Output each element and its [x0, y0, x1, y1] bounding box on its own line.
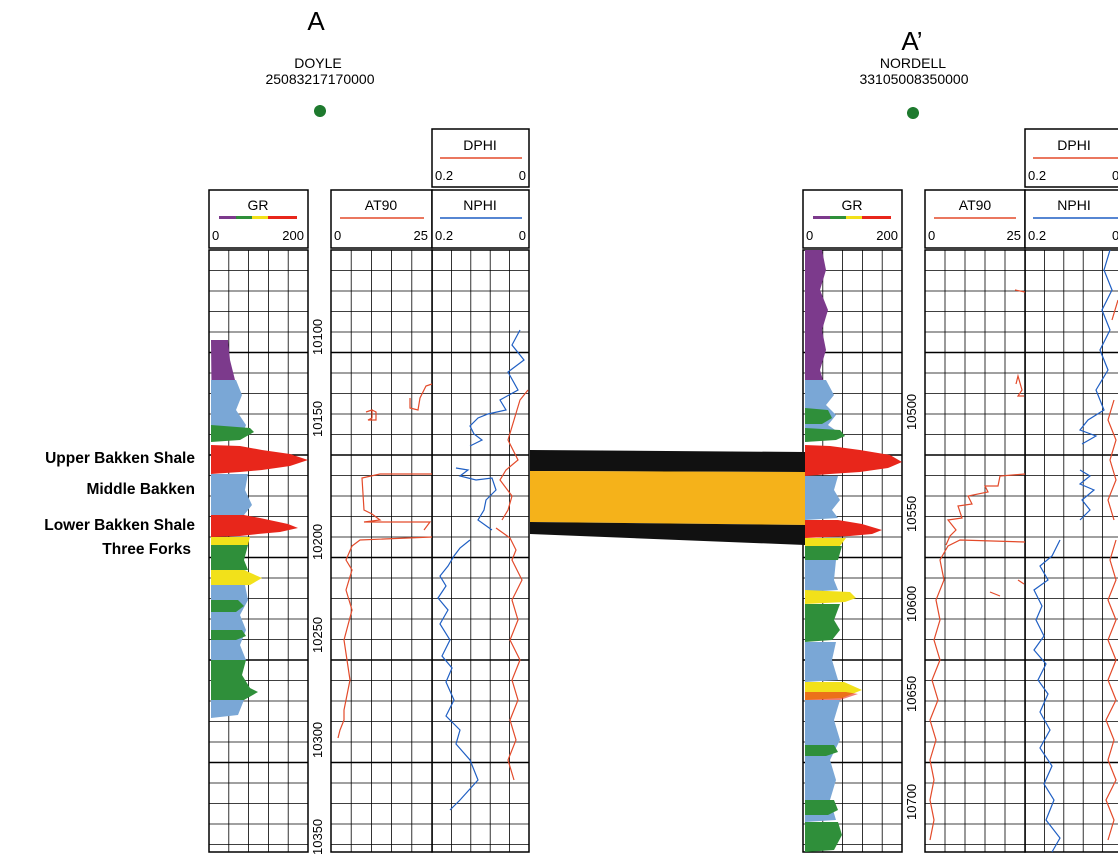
correlation-band-upper-bakken [530, 450, 805, 472]
at90-scale-min-a: 0 [334, 228, 341, 243]
gr-scale-max-a: 200 [282, 228, 304, 243]
gr-curve-a-prime [805, 250, 902, 852]
section-label-a: A [307, 6, 325, 36]
gr-curve-a [211, 340, 308, 718]
depth-label: 10650 [904, 676, 919, 712]
nphi-scale-min-a: 0.2 [435, 228, 453, 243]
formation-label-upper-bakken: Upper Bakken Shale [45, 450, 195, 467]
nphi-scale-max-a-prime: 0 [1112, 228, 1118, 243]
formation-label-middle-bakken: Middle Bakken [86, 481, 195, 498]
correlation-band-middle-bakken [530, 471, 805, 525]
dphi-scale-min-a: 0.2 [435, 168, 453, 183]
depth-label: 10300 [310, 722, 325, 758]
gr-track-name-a: GR [248, 197, 269, 213]
dphi-scale-max-a: 0 [519, 168, 526, 183]
depth-label: 10150 [310, 401, 325, 437]
resistivity-track-grid-a [330, 249, 433, 853]
at90-scale-max-a-prime: 25 [1007, 228, 1021, 243]
dphi-scale-min-a-prime: 0.2 [1028, 168, 1046, 183]
resistivity-track-grid-a-prime [924, 249, 1026, 853]
dphi-curve-a [495, 389, 529, 781]
at90-scale-max-a: 25 [414, 228, 428, 243]
dphi-header-a: DPHI 0.2 0 [431, 128, 530, 188]
at90-track-name-a-prime: AT90 [959, 197, 992, 213]
dphi-track-name-a-prime: DPHI [1057, 137, 1090, 153]
nphi-curve-a-prime [1033, 249, 1113, 853]
at90-track-name-a: AT90 [365, 197, 398, 213]
at90-curve-a-prime [929, 289, 1026, 841]
formation-label-three-forks: Three Forks [102, 541, 191, 558]
correlation-band-lower-bakken [530, 522, 805, 545]
dphi-curve-a-prime [1105, 299, 1118, 841]
nphi-scale-min-a-prime: 0.2 [1028, 228, 1046, 243]
porosity-track-grid-a [431, 249, 530, 853]
nphi-curve-a [437, 329, 525, 811]
dphi-header-a-prime: DPHI 0.2 0 [1024, 128, 1118, 188]
depth-label: 10500 [904, 394, 919, 430]
depth-label: 10700 [904, 784, 919, 820]
at90-curve-a [337, 383, 433, 739]
depth-label: 10100 [310, 319, 325, 355]
gr-scale-min-a: 0 [212, 228, 219, 243]
gr-track-name-a-prime: GR [842, 197, 863, 213]
depth-label: 10600 [904, 586, 919, 622]
well-name-a-prime: NORDELL [880, 55, 946, 71]
nphi-header-a: NPHI 0.2 0 [431, 189, 530, 249]
well-api-a-prime: 33105008350000 [859, 71, 968, 87]
depth-labels-a-prime: 10500 10550 10600 10650 10700 [904, 394, 919, 820]
nphi-track-name-a-prime: NPHI [1057, 197, 1090, 213]
at90-scale-min-a-prime: 0 [928, 228, 935, 243]
gr-scale-min-a-prime: 0 [806, 228, 813, 243]
well-name-a: DOYLE [294, 55, 341, 71]
well-marker-a-prime [907, 107, 919, 119]
at90-header-a-prime: AT90 0 25 [924, 189, 1026, 249]
gr-scale-max-a-prime: 200 [876, 228, 898, 243]
well-marker-a [314, 105, 326, 117]
nphi-header-a-prime: NPHI 0.2 0 [1024, 189, 1118, 249]
gr-header-a-prime: GR 0 200 [802, 189, 903, 249]
dphi-scale-max-a-prime: 0 [1112, 168, 1118, 183]
depth-label: 10350 [310, 819, 325, 855]
porosity-track-grid-a-prime [1024, 249, 1118, 853]
depth-label: 10200 [310, 524, 325, 560]
formation-label-lower-bakken: Lower Bakken Shale [44, 517, 195, 534]
section-label-a-prime: A’ [901, 26, 922, 56]
gr-header-a: GR 0 200 [208, 189, 309, 249]
nphi-scale-max-a: 0 [519, 228, 526, 243]
nphi-track-name-a: NPHI [463, 197, 496, 213]
dphi-track-name-a: DPHI [463, 137, 496, 153]
depth-label: 10250 [310, 617, 325, 653]
well-api-a: 25083217170000 [265, 71, 374, 87]
depth-labels-a: 10100 10150 10200 10250 10300 10350 [310, 319, 325, 855]
depth-label: 10550 [904, 496, 919, 532]
at90-header-a: AT90 0 25 [330, 189, 433, 249]
